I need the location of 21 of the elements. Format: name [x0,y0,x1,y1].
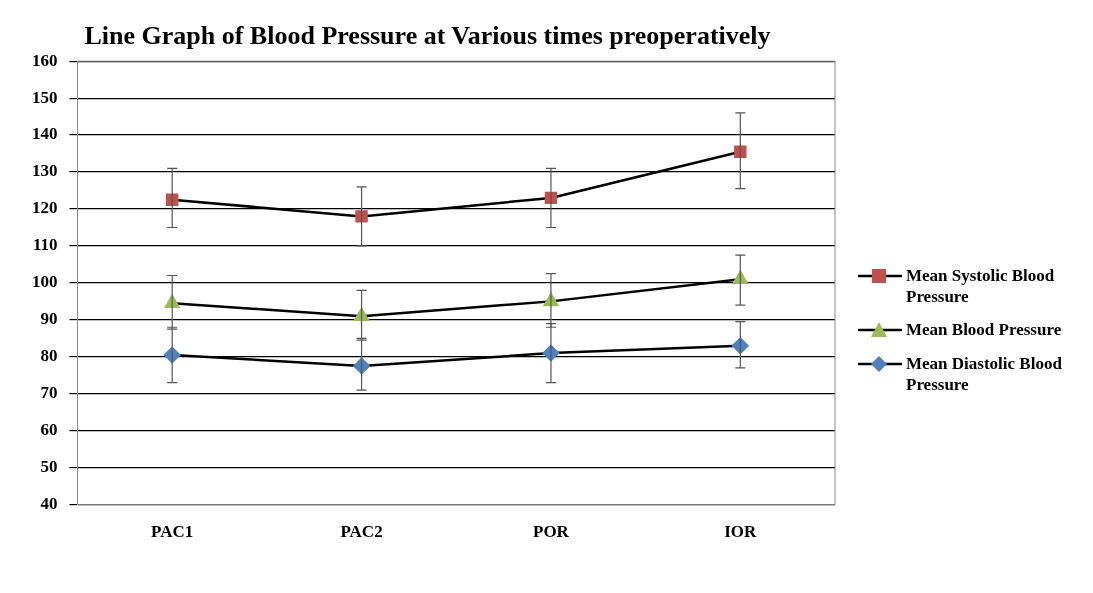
x-tick-label: PAC1 [151,522,194,542]
x-tick-label: POR [532,522,570,542]
y-tick-label: 160 [32,50,58,70]
y-tick-label: 100 [32,272,58,292]
y-tick-label: 40 [40,493,58,513]
y-tick-label: 90 [40,309,58,329]
x-tick-label: IOR [724,522,758,542]
y-tick-label: 80 [40,346,58,366]
y-tick-label: 60 [40,420,58,440]
y-tick-label: 150 [32,87,58,107]
y-tick-label: 70 [40,383,58,403]
legend-label: Mean Systolic Blood Pressure [906,265,1056,307]
y-tick-label: 120 [32,198,58,218]
y-tick-label: 50 [40,457,58,477]
y-tick-label: 110 [32,235,58,255]
y-tick-label: 140 [32,124,58,144]
chart-title: Line Graph of Blood Pressure at Various times preoperatively [84,21,771,51]
x-tick-label: PAC2 [340,522,383,542]
y-tick-label: 130 [32,161,58,181]
legend-label: Mean Blood Pressure [906,319,1063,340]
legend-label: Mean Diastolic Blood Pressure [906,353,1063,395]
